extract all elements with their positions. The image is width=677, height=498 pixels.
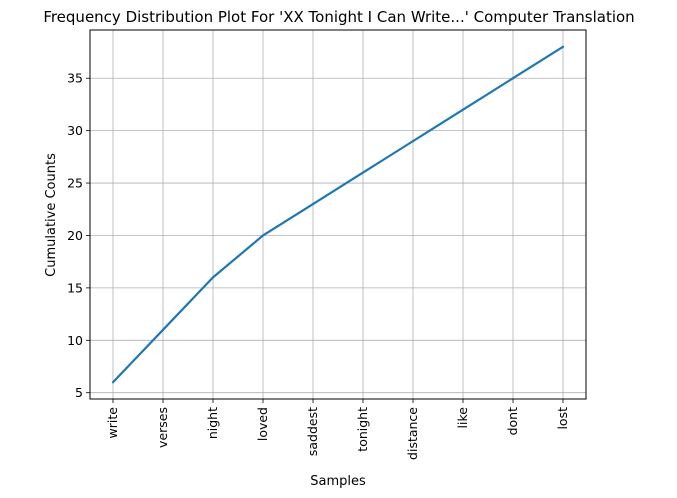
y-tick-label: 10: [67, 333, 83, 348]
y-tick-label: 30: [67, 123, 83, 138]
data-point: [111, 381, 115, 384]
x-tick-label: like: [455, 407, 470, 429]
chart-title: Frequency Distribution Plot For 'XX Toni…: [43, 8, 634, 26]
x-tick-label: verses: [155, 407, 170, 448]
y-axis-label: Cumulative Counts: [44, 153, 59, 277]
x-tick-label: loved: [255, 407, 270, 441]
data-point: [411, 140, 415, 143]
data-point: [211, 276, 215, 279]
y-tick-label: 15: [67, 280, 83, 295]
x-tick-label: distance: [405, 407, 420, 460]
data-point: [561, 45, 565, 48]
x-tick-label: lost: [555, 407, 570, 430]
data-point: [511, 77, 515, 80]
x-tick-label: write: [105, 407, 120, 439]
y-tick-label: 35: [67, 71, 83, 86]
x-axis-label: Samples: [310, 474, 366, 489]
data-point: [161, 328, 165, 331]
axis-ticks: write verses night loved saddest tonight dista…: [67, 71, 570, 460]
cumulative-count-line: [112, 45, 564, 383]
data-point: [261, 234, 265, 237]
series-layer: [111, 45, 565, 384]
data-point: [361, 171, 365, 174]
grid-lines: [90, 30, 586, 399]
x-tick-label: dont: [505, 407, 520, 436]
data-point: [461, 108, 465, 111]
x-tick-label: tonight: [355, 407, 370, 452]
y-tick-label: 5: [75, 385, 83, 400]
y-tick-label: 25: [67, 176, 83, 191]
x-tick-label: saddest: [305, 407, 320, 456]
x-tick-label: night: [205, 407, 220, 439]
plot-frame: [89, 29, 587, 400]
y-tick-label: 20: [67, 228, 83, 243]
data-point: [311, 202, 315, 206]
